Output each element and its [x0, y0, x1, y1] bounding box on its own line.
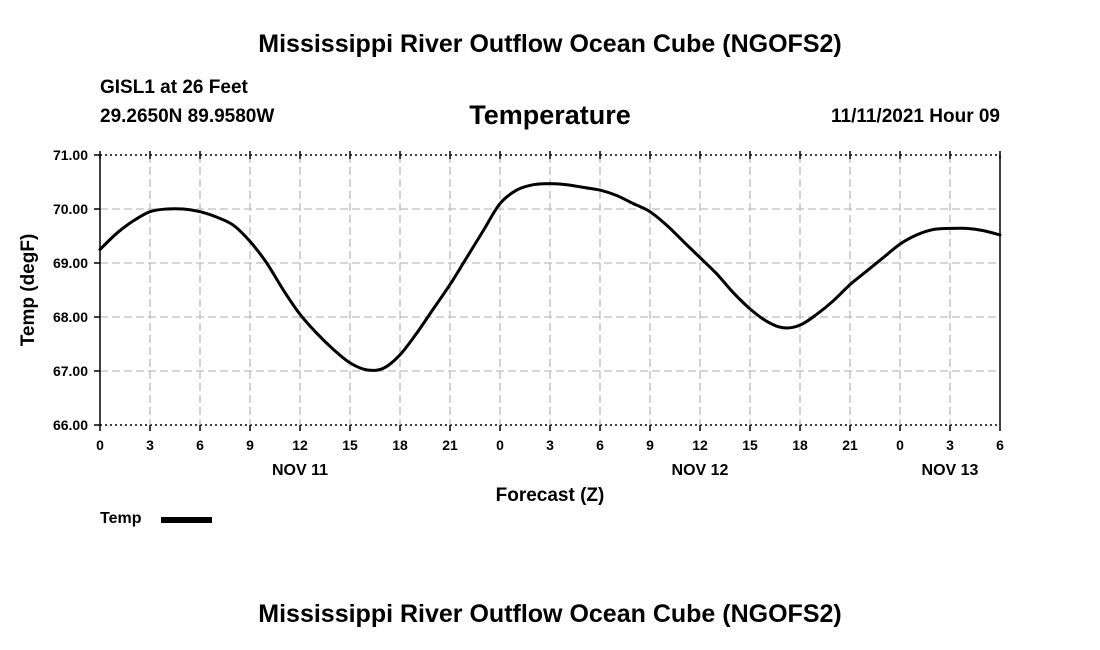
- y-tick-label: 69.00: [53, 255, 88, 271]
- chart-title: Temperature: [469, 100, 631, 130]
- legend-line-swatch: [161, 517, 212, 523]
- x-tick-label: 3: [946, 437, 954, 453]
- y-tick-label: 70.00: [53, 201, 88, 217]
- axes: [94, 151, 1001, 431]
- x-tick-label: 6: [596, 437, 604, 453]
- y-tick-label: 71.00: [53, 147, 88, 163]
- x-tick-label: 0: [96, 437, 104, 453]
- station-name: GISL1 at 26 Feet: [100, 77, 248, 98]
- x-tick-label: 3: [146, 437, 154, 453]
- x-tick-label: 21: [442, 437, 458, 453]
- y-tick-label: 67.00: [53, 363, 88, 379]
- x-tick-label: 15: [342, 437, 358, 453]
- x-tick-label: 3: [546, 437, 554, 453]
- station-coordinates: 29.2650N 89.9580W: [100, 106, 275, 127]
- x-day-label: NOV 12: [672, 462, 729, 479]
- x-tick-label: 18: [392, 437, 408, 453]
- series-line-temp: [98, 182, 1002, 372]
- x-tick-label: 6: [996, 437, 1004, 453]
- grid: [100, 154, 1000, 426]
- x-tick-label: 12: [692, 437, 708, 453]
- y-tick-label: 68.00: [53, 309, 88, 325]
- series-layer: [98, 182, 1002, 372]
- page-title: Mississippi River Outflow Ocean Cube (NG…: [258, 30, 842, 58]
- x-tick-label: 6: [196, 437, 204, 453]
- x-tick-label: 9: [646, 437, 654, 453]
- x-tick-label: 9: [246, 437, 254, 453]
- legend-label: Temp: [100, 510, 142, 527]
- axis-labels: 66.00 67.00 68.00 69.00 70.00 71.00 0 3 6 9 12 15 18…: [18, 147, 1004, 506]
- x-tick-label: 21: [842, 437, 858, 453]
- x-tick-label: 12: [292, 437, 308, 453]
- x-tick-label: 15: [742, 437, 758, 453]
- x-tick-label: 18: [792, 437, 808, 453]
- x-tick-label: 0: [496, 437, 504, 453]
- y-tick-label: 66.00: [53, 417, 88, 433]
- forecast-datetime: 11/11/2021 Hour 09: [830, 106, 1000, 127]
- x-day-label: NOV 13: [922, 462, 979, 479]
- x-day-label: NOV 11: [272, 462, 328, 479]
- x-tick-label: 0: [896, 437, 904, 453]
- x-axis-title: Forecast (Z): [496, 485, 605, 506]
- y-axis-title: Temp (degF): [18, 234, 39, 347]
- footer-title: Mississippi River Outflow Ocean Cube (NG…: [258, 600, 842, 628]
